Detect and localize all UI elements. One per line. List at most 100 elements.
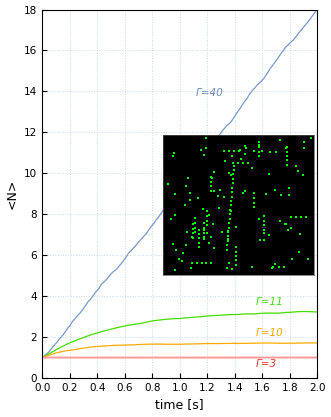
Point — [226, 170, 232, 176]
Point — [297, 249, 302, 256]
Point — [242, 188, 248, 195]
Point — [201, 227, 206, 234]
Point — [236, 160, 241, 167]
Point — [169, 216, 174, 223]
Point — [229, 153, 235, 160]
Point — [180, 249, 185, 256]
Point — [273, 261, 278, 268]
Point — [187, 189, 192, 196]
Point — [249, 165, 254, 172]
Point — [231, 148, 236, 155]
Point — [216, 205, 222, 211]
Point — [228, 198, 234, 204]
Point — [238, 156, 244, 163]
Point — [257, 237, 262, 244]
Point — [243, 143, 248, 149]
Point — [300, 172, 305, 179]
Point — [299, 213, 304, 220]
Point — [231, 160, 236, 167]
Point — [241, 160, 246, 167]
Point — [284, 161, 290, 168]
Point — [191, 230, 196, 236]
Point — [233, 257, 239, 264]
Point — [197, 235, 202, 241]
Text: Γ=10: Γ=10 — [255, 328, 283, 338]
Point — [192, 220, 198, 226]
Point — [194, 260, 200, 267]
Point — [233, 224, 239, 230]
Point — [308, 135, 314, 141]
Point — [217, 187, 222, 193]
X-axis label: time [s]: time [s] — [155, 399, 204, 412]
Point — [209, 174, 214, 181]
Point — [201, 234, 206, 241]
Point — [228, 172, 234, 179]
Point — [197, 244, 202, 250]
Point — [192, 224, 198, 231]
Point — [204, 260, 209, 267]
Point — [171, 152, 176, 159]
Point — [211, 245, 216, 251]
Point — [251, 204, 257, 211]
Point — [191, 221, 196, 227]
Point — [211, 168, 216, 175]
Point — [295, 168, 300, 175]
Point — [261, 230, 266, 237]
Point — [286, 185, 292, 191]
Point — [229, 189, 235, 196]
Point — [226, 229, 231, 235]
Point — [187, 196, 192, 203]
Point — [267, 170, 272, 177]
Point — [282, 221, 287, 228]
Point — [230, 176, 236, 182]
Point — [267, 149, 273, 156]
Point — [202, 236, 207, 242]
Point — [286, 192, 292, 198]
Point — [231, 167, 237, 173]
Point — [221, 148, 226, 155]
Point — [212, 187, 217, 194]
Point — [284, 157, 290, 164]
Point — [172, 191, 177, 197]
Point — [276, 264, 281, 270]
Text: Γ=3: Γ=3 — [255, 359, 276, 369]
Point — [192, 229, 198, 236]
Point — [201, 225, 206, 231]
Point — [228, 208, 233, 214]
Point — [224, 246, 229, 253]
Point — [225, 228, 230, 234]
Point — [204, 135, 209, 142]
Point — [173, 247, 179, 254]
Point — [283, 221, 288, 227]
Point — [205, 213, 210, 219]
Point — [222, 193, 227, 200]
Point — [205, 208, 210, 215]
Point — [173, 212, 178, 219]
Point — [277, 218, 283, 224]
Point — [246, 160, 251, 167]
Point — [263, 191, 268, 198]
Point — [229, 266, 235, 273]
Point — [261, 226, 266, 233]
Point — [251, 190, 257, 197]
Point — [301, 145, 307, 151]
Point — [306, 256, 311, 262]
Point — [284, 148, 290, 155]
Text: Γ=11: Γ=11 — [255, 297, 283, 307]
Point — [199, 146, 204, 153]
Point — [233, 248, 239, 255]
Point — [209, 234, 214, 240]
Point — [233, 261, 239, 268]
Point — [171, 150, 177, 156]
Point — [283, 145, 289, 151]
Point — [185, 229, 190, 236]
Point — [288, 225, 293, 232]
Point — [208, 173, 213, 180]
Point — [215, 193, 220, 199]
Point — [256, 148, 261, 155]
Point — [261, 237, 266, 244]
Point — [278, 137, 283, 144]
Point — [256, 139, 261, 146]
Point — [199, 260, 204, 267]
Point — [261, 217, 266, 224]
